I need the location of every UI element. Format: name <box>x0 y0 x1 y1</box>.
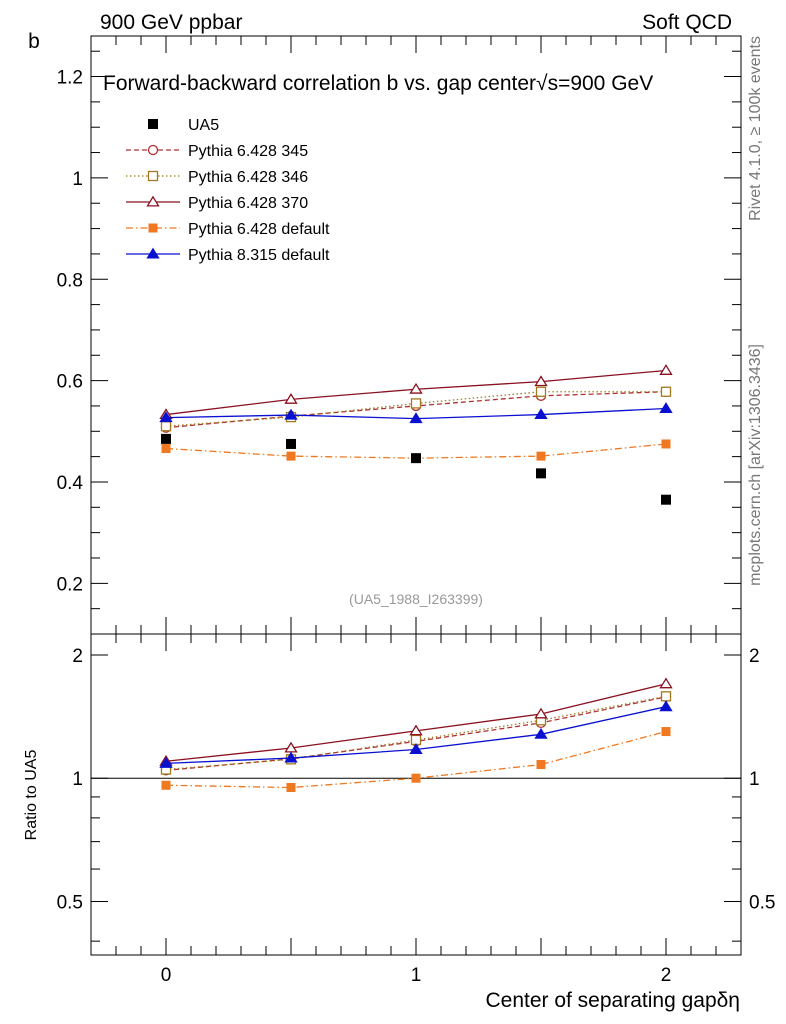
x-axis-label: Center of separating gapδη <box>485 989 740 1012</box>
ratio-y-tick-label-right: 0.5 <box>749 892 775 913</box>
ratio-series-line-2 <box>165 695 667 771</box>
ratio-point-3-3 <box>534 707 548 719</box>
main-point-2-3 <box>535 386 547 397</box>
legend-entry-3: Pythia 6.428 370 <box>126 195 308 212</box>
legend-label-3: Pythia 6.428 370 <box>188 195 308 212</box>
main-point-0-4 <box>661 494 671 505</box>
main-series-0 <box>161 433 671 505</box>
main-y-tick-label: 1 <box>72 169 83 190</box>
ratio-series-3 <box>159 677 673 766</box>
ratio-point-4-1 <box>286 783 296 793</box>
legend-marker-2 <box>147 170 159 182</box>
legend-label-2: Pythia 6.428 346 <box>188 169 308 186</box>
chart-title-prefix: Forward-backward correlation b vs. gap c… <box>103 72 536 95</box>
main-point-2-0 <box>160 421 172 432</box>
main-y-tick-label: 0.2 <box>57 574 83 595</box>
ratio-y-axis-label: Ratio to UA5 <box>23 750 40 841</box>
legend-marker-3 <box>146 195 160 207</box>
main-point-3-2 <box>409 382 423 394</box>
ratio-point-4-3 <box>536 760 546 770</box>
legend-marker-4 <box>148 223 158 233</box>
legend-entry-4: Pythia 6.428 default <box>126 221 330 238</box>
ratio-point-5-2 <box>409 743 423 755</box>
ratio-y-tick-label-left: 2 <box>72 646 83 667</box>
mcplots-label: mcplots.cern.ch [arXiv:1306.3436] <box>747 344 764 586</box>
ratio-y-tick-label-left: 1 <box>72 769 83 790</box>
rivet-label: Rivet 4.1.0, ≥ 100k events <box>747 36 764 221</box>
analysis-tag: (UA5_1988_I263399) <box>349 591 483 607</box>
main-point-3-1 <box>284 392 298 404</box>
x-tick-label: 0 <box>161 965 172 986</box>
main-point-5-2 <box>409 412 423 424</box>
ratio-point-3-2 <box>409 724 423 736</box>
main-point-4-1 <box>286 451 296 461</box>
ratio-series-5 <box>159 700 673 768</box>
ratio-point-2-4 <box>660 691 672 702</box>
main-point-4-0 <box>161 444 171 454</box>
main-y-tick-label: 1.2 <box>57 68 83 89</box>
y-axis-label: b <box>28 30 40 53</box>
ratio-series-4 <box>161 727 671 793</box>
main-point-0-2 <box>411 453 421 464</box>
main-point-4-3 <box>536 451 546 461</box>
x-tick-label: 1 <box>411 965 422 986</box>
main-point-5-3 <box>534 408 548 420</box>
legend-marker-1 <box>147 144 159 156</box>
main-point-5-4 <box>659 402 673 413</box>
ratio-point-5-0 <box>159 756 173 768</box>
legend-marker-5 <box>146 247 160 259</box>
main-point-2-2 <box>410 398 422 409</box>
chart-title-sqrt: √ <box>536 72 548 95</box>
main-series-1 <box>160 386 672 433</box>
legend: UA5 Pythia 6.428 345 Pythia 6.428 346 Pythi… <box>126 117 330 264</box>
ratio-y-tick-label-right: 1 <box>749 769 760 790</box>
main-series-group <box>159 364 673 505</box>
legend-label-4: Pythia 6.428 default <box>188 221 330 238</box>
chart-title: Forward-backward correlation b vs. gap c… <box>103 72 653 95</box>
legend-entry-2: Pythia 6.428 346 <box>126 169 308 186</box>
ratio-point-4-2 <box>411 773 421 783</box>
main-y-tick-label: 0.8 <box>57 270 83 291</box>
main-point-2-4 <box>660 386 672 397</box>
ratio-plot-frame <box>90 633 742 956</box>
ratio-y-tick-label-right: 2 <box>749 646 760 667</box>
ratio-point-5-1 <box>284 751 298 763</box>
legend-entry-5: Pythia 8.315 default <box>126 247 330 264</box>
ratio-point-3-4 <box>659 677 673 689</box>
ratio-series-group <box>159 677 673 793</box>
ratio-point-2-2 <box>410 734 422 746</box>
header-left: 900 GeV ppbar <box>100 11 242 34</box>
ratio-y-tick-label-left: 0.5 <box>57 892 83 913</box>
main-point-3-3 <box>534 375 548 387</box>
main-axis-ticks: 0.2 0.4 0.6 0.8 1 1.2 0 1 2 <box>57 36 741 986</box>
legend-label-1: Pythia 6.428 345 <box>188 143 308 160</box>
main-y-tick-label: 0.6 <box>57 372 83 393</box>
legend-entry-0: UA5 <box>148 117 219 134</box>
legend-marker-0 <box>148 119 158 129</box>
main-point-4-4 <box>661 439 671 449</box>
main-point-3-4 <box>659 364 673 375</box>
main-point-0-0 <box>161 433 171 444</box>
main-point-5-1 <box>284 408 298 420</box>
ratio-point-5-3 <box>534 727 548 739</box>
ratio-point-4-0 <box>161 780 171 790</box>
main-series-5 <box>159 402 673 424</box>
legend-entry-1: Pythia 6.428 345 <box>126 143 308 160</box>
legend-label-5: Pythia 8.315 default <box>188 247 330 264</box>
chart-title-suffix: s=900 GeV <box>548 72 654 95</box>
main-point-5-0 <box>159 411 173 423</box>
main-point-0-3 <box>536 468 546 479</box>
ratio-axis-ticks: 0.5 0.5 1 1 2 2 <box>57 646 775 942</box>
legend-label-0: UA5 <box>188 117 219 134</box>
main-y-tick-label: 0.4 <box>57 473 84 494</box>
ratio-point-5-4 <box>659 700 673 712</box>
x-tick-label: 2 <box>661 965 672 986</box>
main-point-0-1 <box>286 438 296 449</box>
ratio-point-4-4 <box>661 727 671 737</box>
header-right: Soft QCD <box>642 11 732 34</box>
